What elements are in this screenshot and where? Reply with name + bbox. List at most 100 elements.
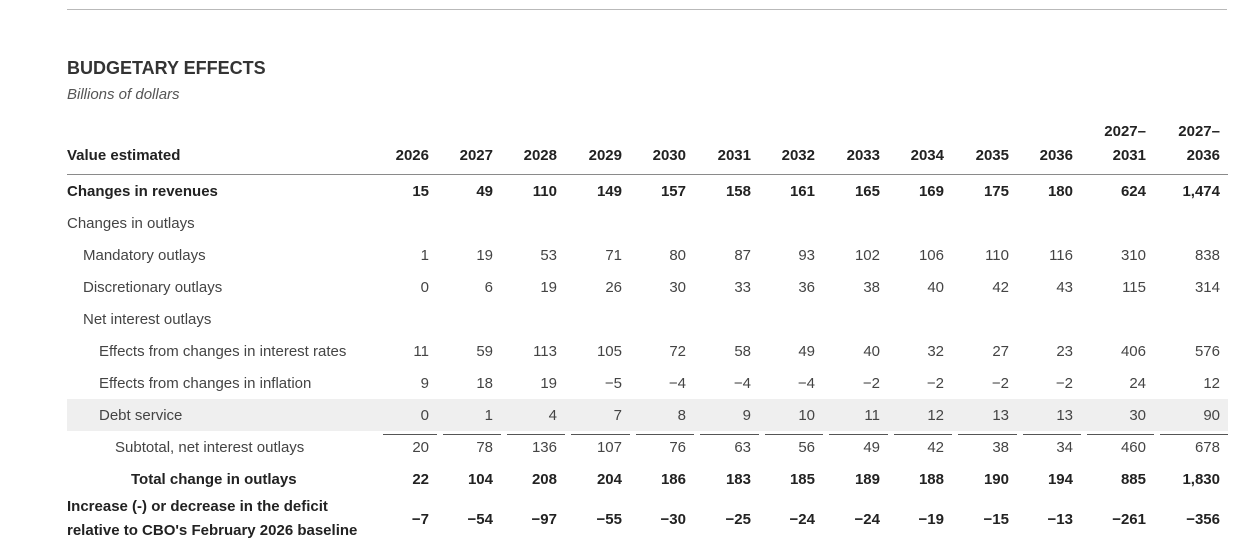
row-discretionary-outlays: Discretionary outlays 0 6 19 26 30 33 36 38 40 42 4… [67,271,1228,303]
cell-value: −5 [604,374,622,392]
row-label: Effects from changes in interest rates [99,342,347,360]
cell-value [759,303,823,335]
header-year: 2031 [694,118,759,175]
cell-value: −54 [467,510,493,528]
cell-value: 71 [605,246,622,264]
cell-value: 40 [863,342,880,360]
header-value-estimated: Value estimated [67,118,377,175]
cell-value: 194 [1047,470,1073,488]
cell-value: 183 [725,470,751,488]
cell-value: 149 [596,182,622,200]
cell-value: 11 [823,399,888,431]
cell-value: 13 [1017,399,1081,431]
cell-value: 0 [377,399,437,431]
cell-value: −4 [668,374,686,392]
cell-value: 27 [992,342,1009,360]
cell-value: 11 [413,342,429,360]
cell-value: 180 [1047,182,1073,200]
cell-value: 34 [1017,431,1081,463]
cell-value: −2 [1055,374,1073,392]
cell-value: 169 [918,182,944,200]
cell-value: −24 [789,510,815,528]
cell-value: 460 [1081,431,1154,463]
cell-value: 22 [412,470,429,488]
cell-value [1154,303,1228,335]
cell-value: 107 [565,431,630,463]
cell-value: −15 [983,510,1009,528]
row-label: Changes in outlays [67,214,195,232]
cell-value: 161 [789,182,815,200]
top-divider [67,9,1227,10]
cell-value: 43 [1056,278,1073,296]
row-interest-rate-effects: Effects from changes in interest rates 11… [67,335,1228,367]
row-label: Changes in revenues [67,182,218,200]
cell-value: 406 [1120,342,1146,360]
cell-value: 30 [1081,399,1154,431]
cell-value: 19 [540,374,557,392]
cell-value [1017,207,1081,239]
cell-value: 23 [1056,342,1073,360]
cell-value [823,303,888,335]
row-label[interactable]: Effects from changes in inflation [99,374,312,392]
table-subtitle: Billions of dollars [67,86,180,103]
row-label: Debt service [67,399,377,431]
cell-value: 0 [420,278,429,296]
cell-value: −7 [411,510,429,528]
header-year: 2034 [888,118,952,175]
header-year: 2029 [565,118,630,175]
cell-value: 9 [694,399,759,431]
row-label: Increase (-) or decrease in the deficit … [67,498,358,539]
cell-value: −2 [991,374,1009,392]
cell-value: 10 [759,399,823,431]
cell-value [1017,303,1081,335]
cell-value: 165 [854,182,880,200]
cell-value [952,207,1017,239]
cell-value: 204 [596,470,622,488]
cell-value: 40 [927,278,944,296]
cell-value: 87 [734,246,751,264]
row-deficit-change: Increase (-) or decrease in the deficit … [67,495,1228,543]
cell-value [565,207,630,239]
cell-value [1081,303,1154,335]
cell-value: 72 [669,342,686,360]
header-year: 2035 [952,118,1017,175]
cell-value: 20 [377,431,437,463]
row-label: Net interest outlays [83,310,212,328]
cell-value: 115 [1122,278,1146,296]
cell-value: 4 [501,399,565,431]
cell-value: 838 [1194,246,1220,264]
cell-value: −19 [918,510,944,528]
row-inflation-effects: Effects from changes in inflation 9 18 19 −5… [67,367,1228,399]
cell-value: 1 [420,246,429,264]
cell-value: 26 [605,278,622,296]
row-subtotal-net-interest: Subtotal, net interest outlays 20 78 136 107… [67,431,1228,463]
row-changes-in-revenues: Changes in revenues 15 49 110 149 157 158 161 16… [67,175,1228,208]
cell-value: −4 [797,374,815,392]
cell-value: −97 [531,510,557,528]
cell-value: 13 [952,399,1017,431]
cell-value: 78 [437,431,501,463]
cell-value: 9 [420,374,429,392]
table-title: BUDGETARY EFFECTS [67,58,266,78]
row-label: Discretionary outlays [83,278,223,296]
cell-value: 189 [854,470,880,488]
cell-value: 93 [798,246,815,264]
cell-value [437,303,501,335]
row-debt-service: Debt service 0 1 4 7 8 9 10 11 12 13 13 30 90 [67,399,1228,431]
cell-value: 24 [1129,374,1146,392]
cell-value: 1,830 [1182,470,1220,488]
cell-value: −356 [1186,510,1220,528]
cell-value: 102 [854,246,880,264]
cell-value [630,207,694,239]
cell-value: 104 [467,470,493,488]
cell-value [630,303,694,335]
cell-value: 32 [927,342,944,360]
cell-value: 186 [660,470,686,488]
cell-value: 188 [918,470,944,488]
header-year: 2036 [1017,118,1081,175]
cell-value: 1 [437,399,501,431]
row-total-change-in-outlays: Total change in outlays 22 104 208 204 186 183… [67,463,1228,495]
cell-value: 76 [630,431,694,463]
cell-value: −24 [854,510,880,528]
cell-value [888,303,952,335]
